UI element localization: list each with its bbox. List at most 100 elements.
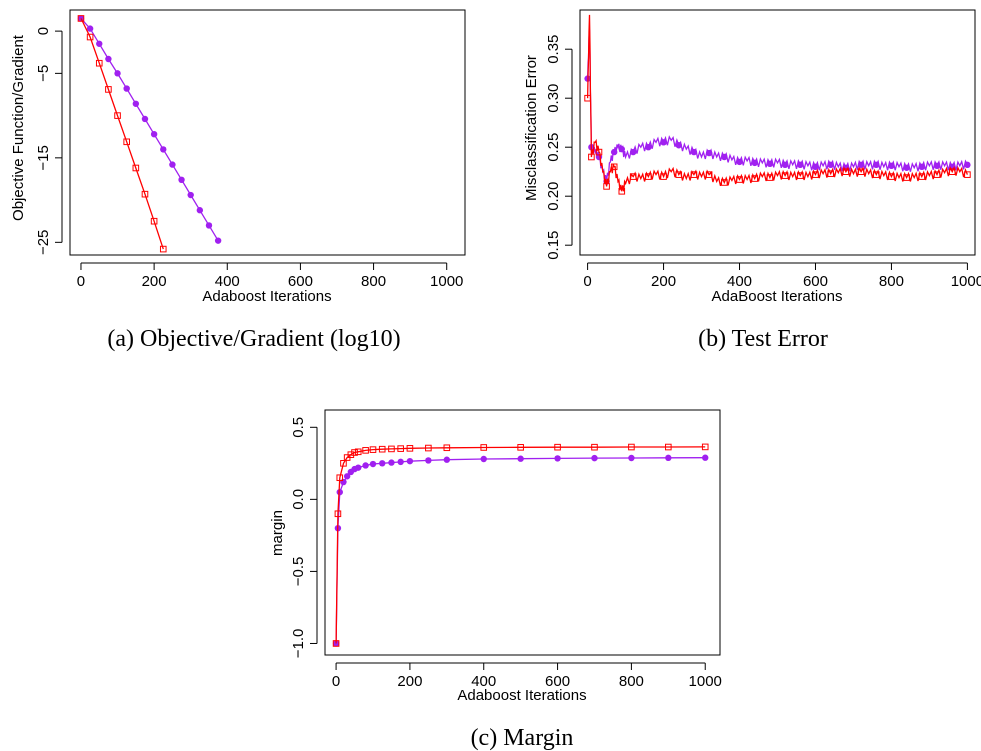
y-tick-label: 0.25 — [545, 133, 562, 162]
data-point-purple — [169, 161, 176, 168]
y-tick-label: 0.0 — [290, 489, 307, 510]
x-tick-label: 400 — [215, 273, 240, 290]
data-point-purple — [86, 25, 94, 32]
panel-b-plot-area — [584, 14, 971, 195]
panel-c-y-axis-label: margin — [269, 510, 286, 556]
data-point-purple — [660, 139, 667, 146]
data-point-red — [351, 449, 358, 456]
series-line-purple — [586, 29, 968, 182]
data-point-purple — [205, 222, 213, 229]
panel-b-caption: (b) Test Error — [698, 326, 828, 352]
data-point-red — [857, 168, 865, 175]
data-point-red — [948, 168, 956, 175]
panel-c-plot-area — [332, 443, 709, 647]
data-point-red — [369, 446, 377, 453]
data-point-red — [629, 173, 637, 180]
x-tick-label: 600 — [288, 273, 313, 290]
data-point-red — [665, 443, 672, 451]
data-point-purple — [187, 191, 194, 199]
y-tick-label: 0.35 — [545, 35, 562, 64]
data-point-red — [86, 33, 94, 41]
x-tick-label: 0 — [77, 273, 85, 290]
panel-c-plot-frame — [324, 409, 721, 656]
data-point-red — [690, 171, 698, 178]
data-point-red — [827, 170, 834, 177]
data-point-red — [660, 173, 667, 180]
data-point-purple — [665, 454, 672, 462]
x-tick-label: 800 — [619, 673, 644, 690]
x-tick-label: 200 — [651, 273, 676, 290]
panel-b-y-axis-label: Misclassification Error — [523, 55, 540, 201]
series-line-purple — [80, 17, 219, 241]
data-point-red — [480, 444, 488, 451]
data-point-purple — [675, 142, 682, 149]
data-point-purple — [369, 460, 377, 468]
data-point-red — [781, 172, 789, 179]
data-point-red — [964, 171, 971, 178]
data-point-purple — [388, 459, 395, 466]
data-point-red — [77, 15, 85, 22]
data-point-purple — [827, 161, 834, 169]
data-point-purple — [873, 161, 880, 169]
series-line-purple — [335, 457, 706, 644]
data-point-red — [701, 443, 709, 451]
data-point-red — [517, 444, 524, 451]
data-point-purple — [105, 55, 112, 63]
x-tick-label: 600 — [803, 273, 828, 290]
panel-c-y-axis: −1.0 −0.5 0.0 0.5 — [290, 417, 318, 659]
data-point-purple — [178, 176, 185, 184]
data-point-red — [628, 443, 635, 451]
data-point-purple — [705, 149, 713, 157]
x-tick-label: 400 — [727, 273, 752, 290]
y-tick-label: 0.30 — [545, 84, 562, 113]
panel-b-plot-frame — [579, 9, 976, 256]
series-group — [77, 15, 222, 253]
panel-a-plot-frame — [69, 9, 466, 256]
data-point-purple — [888, 162, 895, 170]
panel-a-x-axis-label: Adaboost Iterations — [202, 288, 331, 305]
data-point-red — [842, 168, 850, 175]
data-point-red — [378, 445, 386, 453]
series-group — [584, 14, 971, 195]
y-tick-label: −1.0 — [290, 629, 307, 659]
x-tick-label: 1000 — [430, 273, 463, 290]
data-point-purple — [736, 158, 743, 166]
data-point-purple — [406, 457, 414, 465]
data-point-purple — [702, 454, 709, 461]
data-point-purple — [425, 457, 432, 464]
data-point-red — [751, 175, 759, 182]
data-point-purple — [517, 455, 524, 462]
data-point-purple — [933, 162, 941, 170]
data-point-purple — [857, 161, 865, 169]
data-point-purple — [751, 159, 758, 167]
x-tick-label: 600 — [545, 673, 570, 690]
data-point-purple — [645, 144, 652, 151]
data-point-red — [425, 444, 432, 452]
data-point-red — [347, 451, 355, 458]
data-point-purple — [362, 462, 369, 469]
data-point-red — [132, 164, 140, 172]
data-point-purple — [214, 237, 222, 244]
x-tick-label: 0 — [583, 273, 591, 290]
data-point-purple — [903, 164, 910, 171]
x-tick-label: 800 — [879, 273, 904, 290]
data-point-purple — [196, 207, 204, 214]
panel-a: 0 200 400 600 800 1000 0 −5 −15 −25 Adaboost Ite… — [10, 9, 466, 352]
data-point-purple — [114, 70, 121, 77]
data-point-purple — [150, 130, 158, 138]
data-point-red — [918, 173, 926, 180]
data-point-purple — [443, 456, 451, 463]
panel-b-x-axis: 0 200 400 600 800 1000 — [583, 262, 981, 290]
panel-a-y-axis: 0 −5 −15 −25 — [35, 27, 63, 255]
y-tick-label: 0.5 — [290, 417, 307, 438]
data-point-red — [872, 171, 880, 178]
data-point-red — [766, 174, 774, 181]
data-point-red — [610, 163, 618, 171]
x-tick-label: 1000 — [689, 673, 722, 690]
x-tick-label: 800 — [361, 273, 386, 290]
series-group — [332, 443, 709, 647]
data-point-red — [603, 183, 610, 190]
data-point-red — [105, 86, 112, 93]
data-point-purple — [690, 148, 698, 156]
